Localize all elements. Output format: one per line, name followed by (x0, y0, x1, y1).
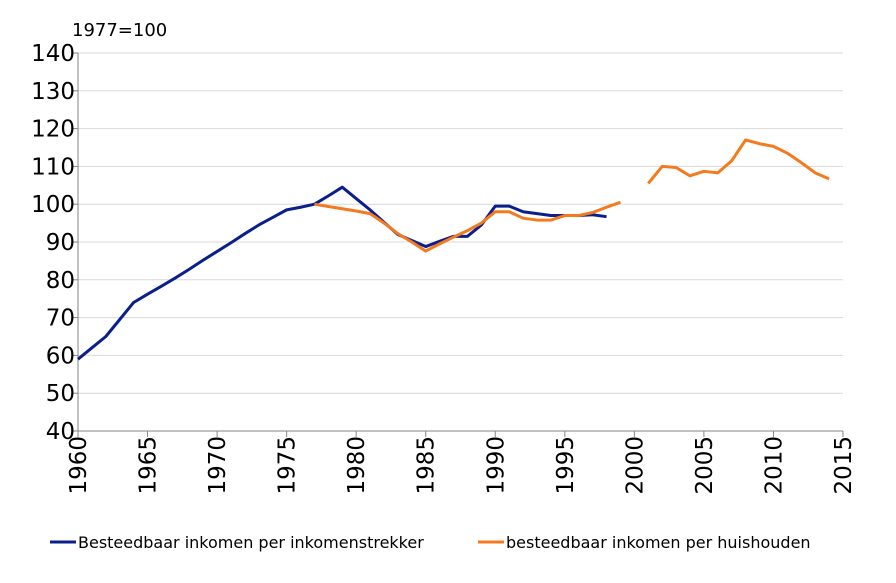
x-tick-label: 1960 (66, 436, 92, 495)
x-tick-label: 2015 (831, 436, 857, 495)
x-tick-label: 1970 (205, 436, 231, 495)
y-tick-label: 60 (46, 343, 75, 369)
data-line (314, 138, 830, 253)
x-tick-label: 1965 (136, 436, 162, 495)
x-tick-label: 1985 (414, 436, 440, 495)
x-tick-label: 2010 (761, 436, 787, 495)
y-tick-label: 120 (31, 117, 75, 143)
x-tick-label: 1995 (553, 436, 579, 495)
annotation: 1977=100 (72, 20, 167, 41)
y-tick-label: 110 (31, 154, 75, 180)
y-tick-label: 140 (31, 41, 75, 67)
legend-label: Besteedbaar inkomen per inkomenstrekker (78, 533, 424, 552)
x-tick-label: 1980 (344, 436, 370, 495)
x-tick-label: 1990 (483, 436, 509, 495)
x-tick-label: 2005 (692, 436, 718, 495)
y-tick-label: 80 (46, 268, 75, 294)
x-tick-label: 2000 (622, 436, 648, 495)
y-tick-label: 90 (46, 230, 75, 256)
y-tick-label: 40 (46, 419, 75, 445)
legend-label: besteedbaar inkomen per huishouden (506, 533, 811, 552)
y-tick-label: 100 (31, 192, 75, 218)
x-tick-label: 1975 (275, 436, 301, 495)
y-tick-label: 50 (46, 381, 75, 407)
y-tick-label: 130 (31, 79, 75, 105)
y-tick-label: 70 (46, 306, 75, 332)
data-line (77, 185, 607, 361)
